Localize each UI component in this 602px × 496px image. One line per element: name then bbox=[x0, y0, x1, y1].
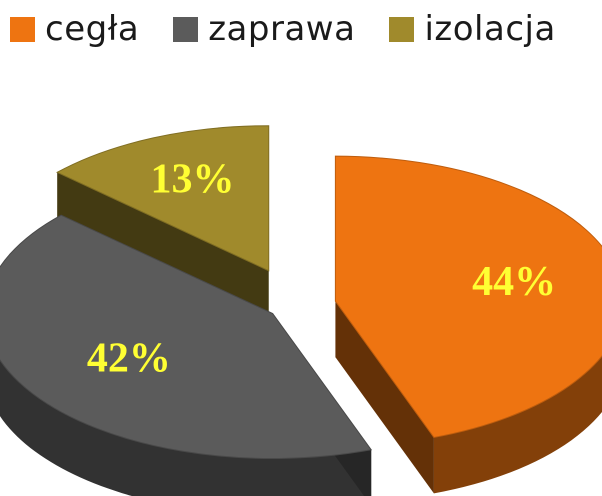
legend-item-zaprawa: zaprawa bbox=[173, 12, 355, 46]
pie-data-labels: 44% 42% 13% bbox=[87, 157, 556, 382]
legend-swatch-cegla bbox=[10, 16, 35, 42]
pie-slice-1 bbox=[0, 214, 373, 460]
legend-label-zaprawa: zaprawa bbox=[208, 9, 356, 49]
legend-item-cegla: cegła bbox=[10, 12, 139, 46]
pie-rim-1-0 bbox=[0, 360, 372, 496]
data-label-0: 44% bbox=[472, 259, 556, 305]
pie-slices bbox=[0, 125, 602, 460]
pie-slice-0 bbox=[334, 155, 602, 438]
pie-rim-0-0 bbox=[433, 355, 602, 494]
legend-label-izolacja: izolacja bbox=[424, 9, 556, 49]
legend-item-izolacja: izolacja bbox=[389, 12, 555, 46]
legend-label-cegla: cegła bbox=[45, 9, 140, 49]
pie-slice-2 bbox=[56, 125, 270, 272]
legend-swatch-izolacja bbox=[389, 16, 415, 42]
legend-swatch-zaprawa bbox=[173, 16, 199, 42]
chart-legend: cegła zaprawa izolacja bbox=[10, 4, 600, 54]
data-label-2: 13% bbox=[151, 157, 235, 203]
pie-cut-0-1 bbox=[335, 301, 434, 494]
data-label-1: 42% bbox=[87, 335, 171, 381]
